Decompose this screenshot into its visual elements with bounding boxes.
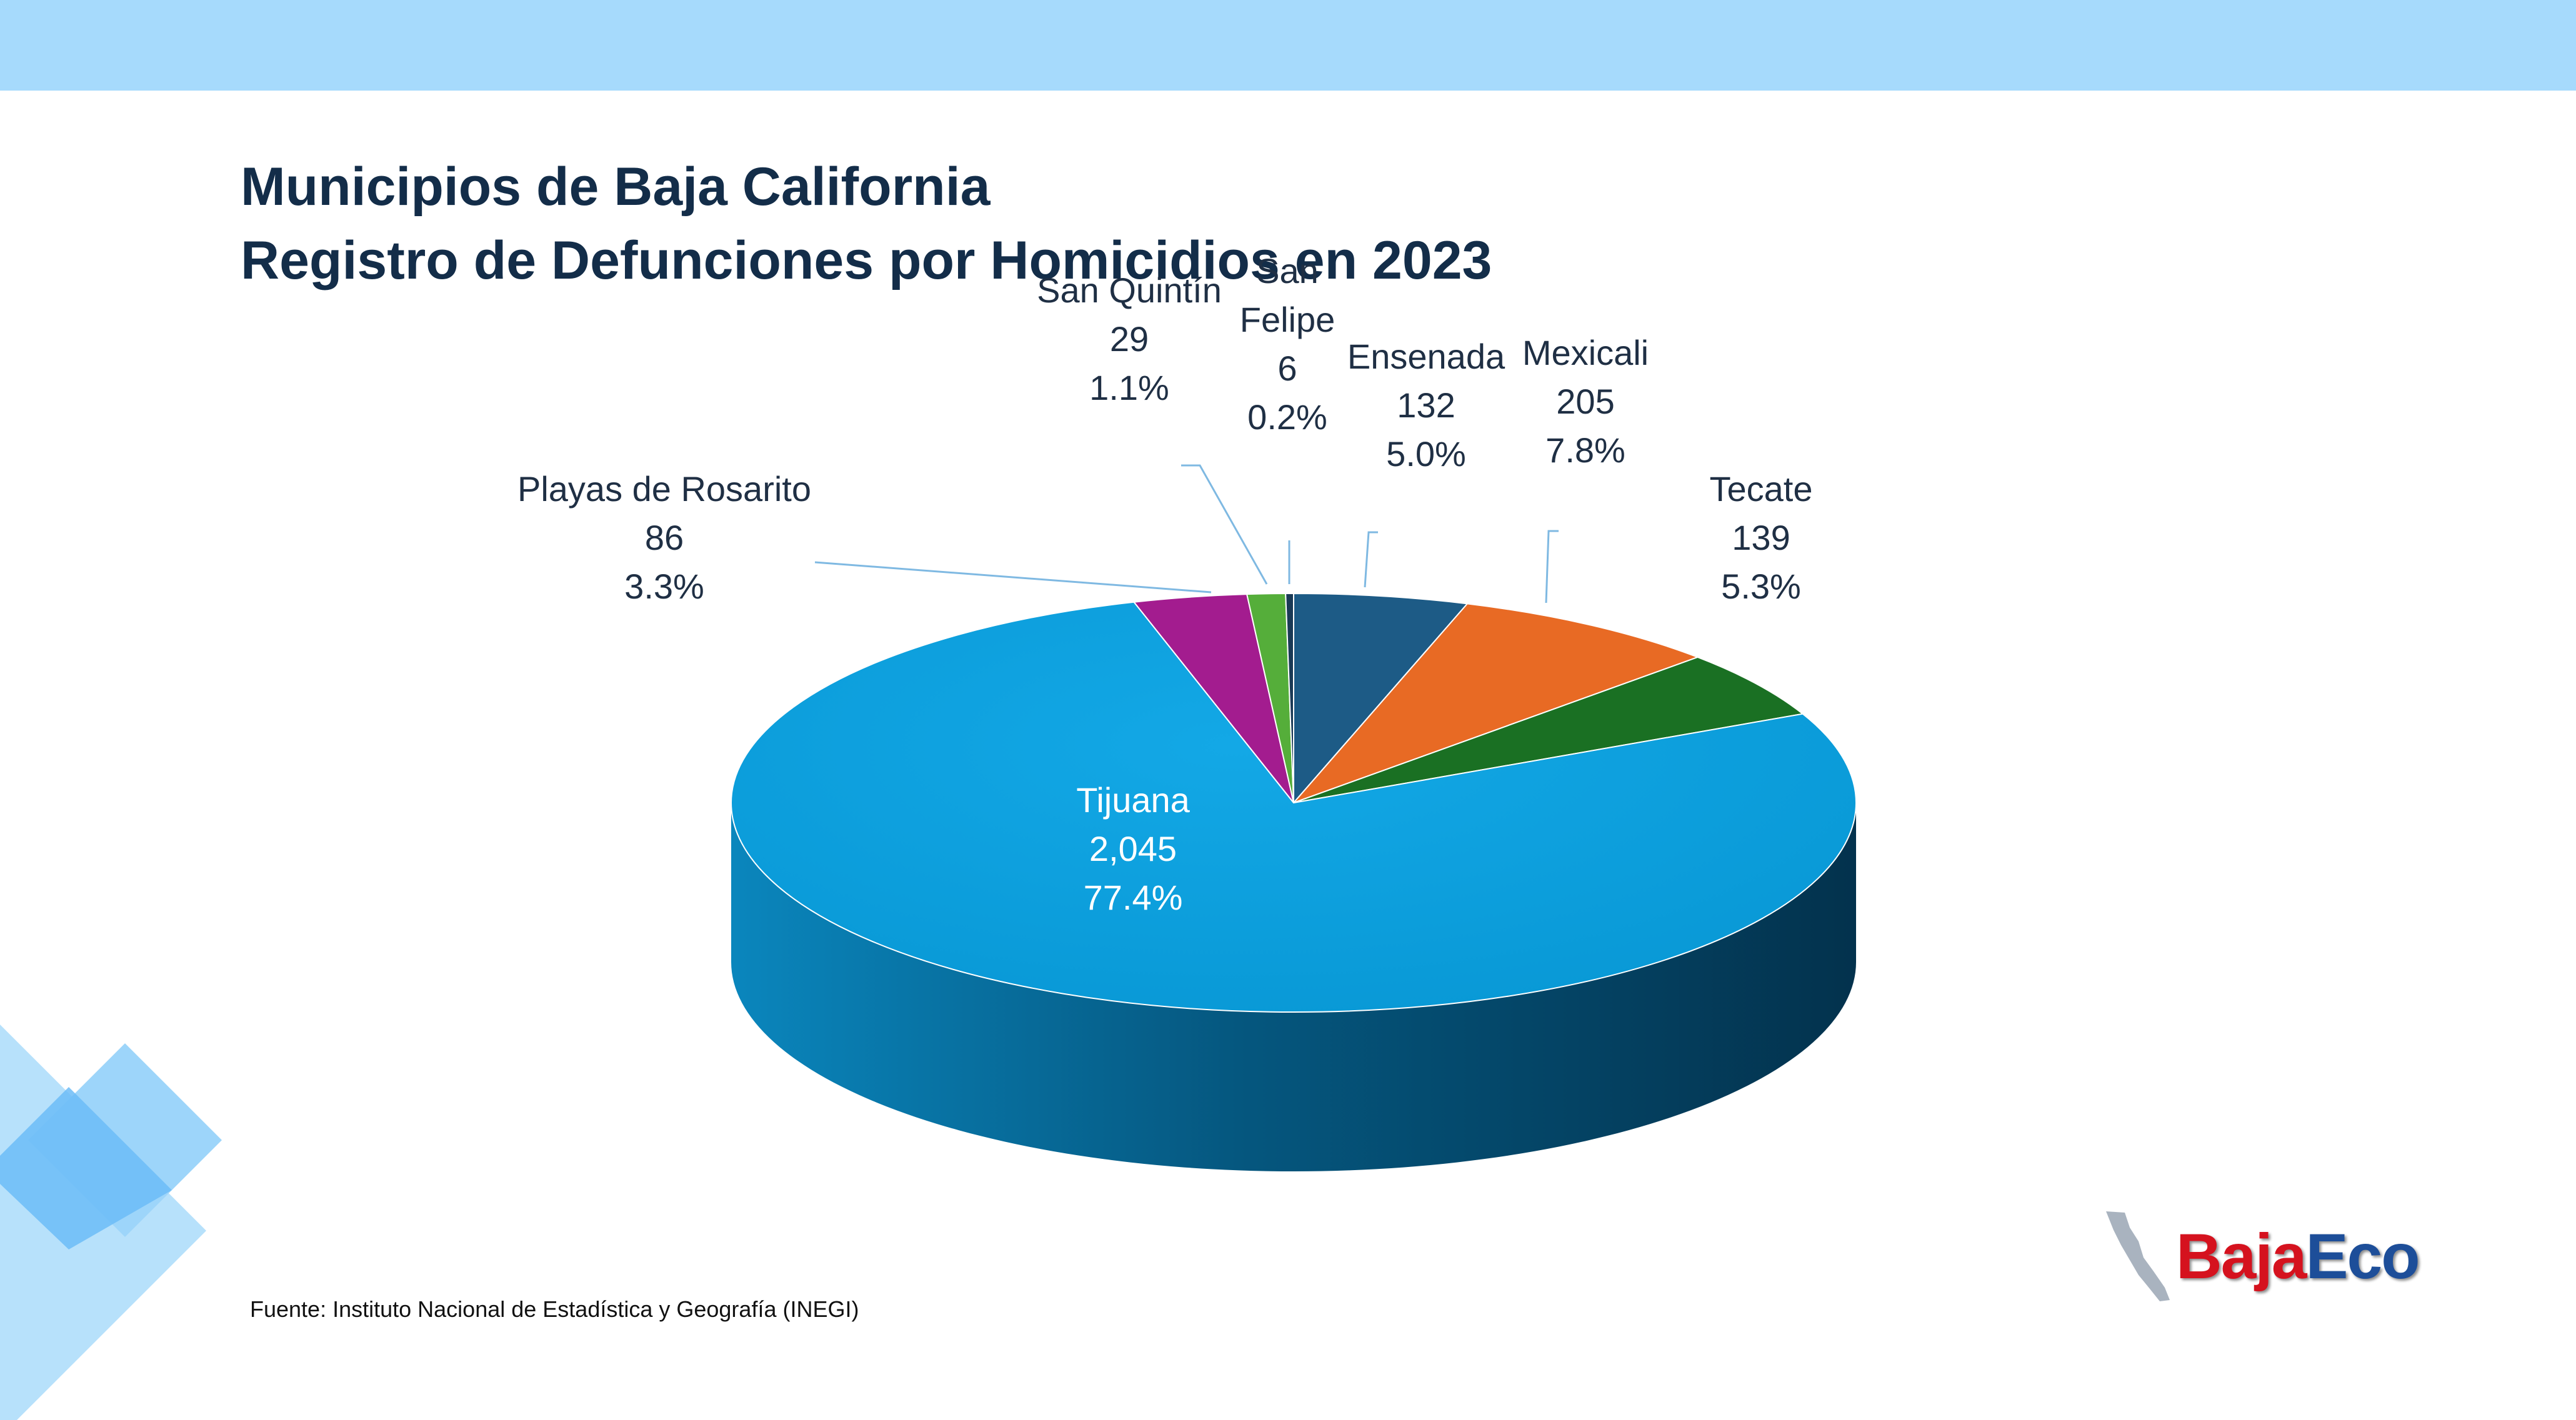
pie-side-wall bbox=[731, 803, 1856, 1171]
logo-text-baja: Baja bbox=[2176, 1221, 2307, 1292]
logo-text-eco: Eco bbox=[2305, 1221, 2420, 1292]
title-line-2: Registro de Defunciones por Homicidios e… bbox=[241, 231, 1492, 290]
source-note: Fuente: Instituto Nacional de Estadístic… bbox=[250, 1296, 859, 1322]
pie-slice-mexicali bbox=[1291, 603, 1700, 805]
leader-line bbox=[1364, 531, 1378, 588]
pie-slice-tecate bbox=[1293, 656, 1805, 803]
title-line-1: Municipios de Baja California bbox=[241, 157, 991, 217]
baja-map-icon bbox=[2106, 1211, 2170, 1301]
chart-title: Municipios de Baja California Registro d… bbox=[241, 150, 1492, 297]
data-label-ensenada: Ensenada 132 5.0% bbox=[1347, 337, 1505, 474]
leader-line bbox=[1181, 464, 1268, 585]
leader-line bbox=[814, 561, 1212, 593]
decorative-diamonds bbox=[0, 1025, 222, 1420]
pie-slice-ensenada bbox=[1293, 592, 1469, 805]
leader-line bbox=[1545, 530, 1559, 603]
pie-slice-san-felipe bbox=[1285, 592, 1294, 803]
data-label-san-felipe: San Felipe 6 0.2% bbox=[1240, 251, 1335, 437]
data-label-san-quint-n: San Quintín 29 1.1% bbox=[1037, 271, 1222, 407]
data-label-tecate: Tecate 139 5.3% bbox=[1710, 469, 1813, 606]
top-band bbox=[0, 0, 2576, 91]
data-label-playas-de-rosarito: Playas de Rosarito 86 3.3% bbox=[517, 469, 811, 606]
data-label-tijuana: Tijuana 2,045 77.4% bbox=[1076, 780, 1190, 917]
data-label-mexicali: Mexicali 205 7.8% bbox=[1522, 333, 1649, 470]
bajaeco-logo: BajaEco bbox=[2100, 1209, 2450, 1303]
pie-slice-tijuana bbox=[731, 601, 1857, 1013]
